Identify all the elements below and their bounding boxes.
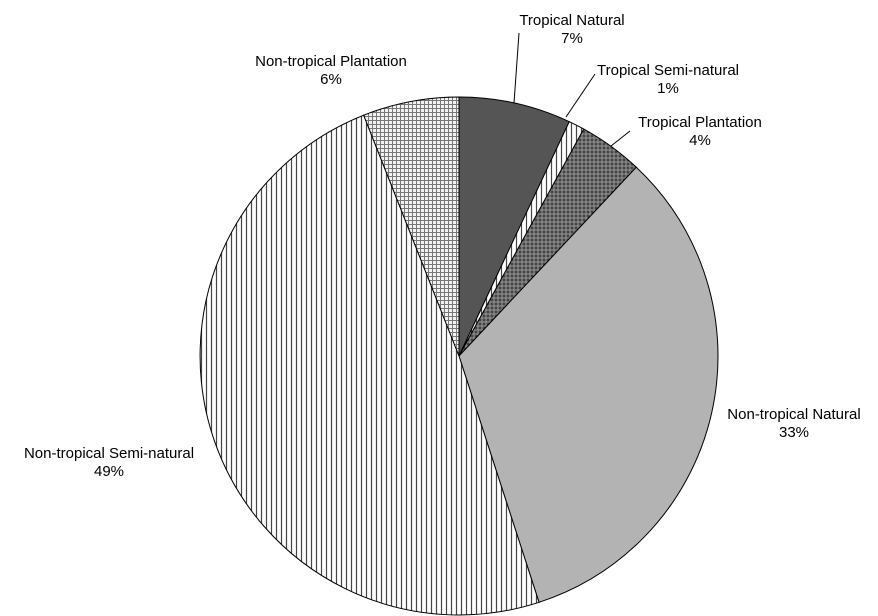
slice-labels: Tropical Natural 7% Tropical Semi-natural 1… [24,12,861,480]
slice-name: Tropical Semi-natural [597,62,739,79]
leader-lines [513,32,631,147]
slice-percent: 6% [320,71,342,88]
slice-label-tropical-natural: Tropical Natural 7% [519,12,624,47]
leader-line-tropical-semi-natural [565,73,596,118]
slice-name: Non-tropical Semi-natural [24,445,194,462]
slice-percent: 7% [561,30,583,47]
slice-label-tropical-plantation: Tropical Plantation 4% [638,114,762,149]
slice-percent: 49% [94,463,124,480]
slice-label-non-tropical-semi-natural: Non-tropical Semi-natural 49% [24,445,194,480]
pie-slice-non-tropical-plantation [363,96,460,357]
slice-label-tropical-semi-natural: Tropical Semi-natural 1% [597,62,739,97]
leader-line-tropical-natural [513,32,520,104]
pie-slice-non-tropical-semi-natural [199,114,540,616]
slice-name: Non-tropical Natural [727,406,860,423]
leader-line-tropical-plantation [610,130,631,147]
slice-percent: 4% [689,132,711,149]
slice-name: Tropical Plantation [638,114,762,131]
pie-slice-tropical-natural [458,96,570,357]
slice-name: Non-tropical Plantation [255,53,407,70]
slice-label-non-tropical-natural: Non-tropical Natural 33% [727,406,860,441]
slice-label-non-tropical-plantation: Non-tropical Plantation 6% [255,53,407,88]
pie-slice-non-tropical-natural [458,166,719,603]
slice-name: Tropical Natural [519,12,624,29]
pie-slices [199,96,719,616]
slice-percent: 33% [779,424,809,441]
slice-percent: 1% [657,80,679,97]
